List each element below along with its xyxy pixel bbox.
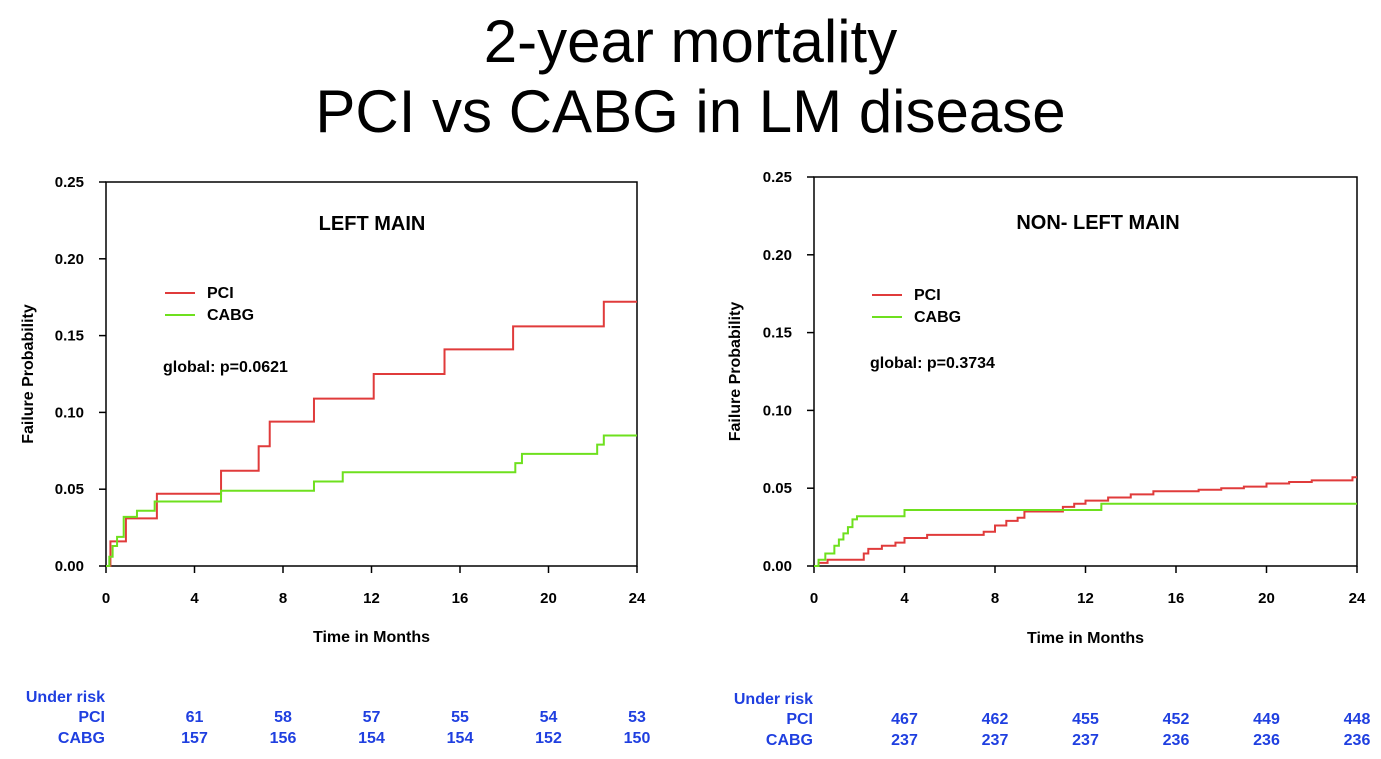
x-axis-label: Time in Months [1027, 630, 1144, 647]
y-tick-label: 0.25 [763, 169, 792, 186]
at-risk-value: 57 [363, 709, 381, 726]
series-line-cabg [814, 502, 1357, 567]
x-tick-label: 4 [190, 590, 199, 607]
at-risk-value: 452 [1163, 711, 1190, 728]
x-tick-label: 16 [1168, 590, 1185, 607]
y-axis-label: Failure Probability [20, 304, 37, 444]
at-risk-value: 236 [1253, 732, 1280, 749]
legend-label: CABG [914, 309, 961, 326]
at-risk-value: 236 [1344, 732, 1371, 749]
y-tick-label: 0.25 [55, 174, 84, 191]
y-tick-label: 0.15 [763, 325, 792, 342]
series-line-pci [106, 300, 637, 567]
at-risk-value: 154 [447, 730, 474, 747]
panel-title: NON- LEFT MAIN [1016, 212, 1179, 234]
x-tick-label: 4 [900, 590, 909, 607]
p-value-annotation: global: p=0.0621 [163, 359, 288, 376]
y-tick-label: 0.10 [763, 402, 792, 419]
x-tick-label: 12 [363, 590, 380, 607]
x-tick-label: 20 [1258, 590, 1275, 607]
y-tick-label: 0.00 [763, 558, 792, 575]
x-tick-label: 0 [102, 590, 110, 607]
at-risk-value: 236 [1163, 732, 1190, 749]
at-risk-header: Under risk [734, 691, 813, 708]
y-tick-label: 0.05 [55, 481, 84, 498]
x-axis-label: Time in Months [313, 629, 430, 646]
p-value-annotation: global: p=0.3734 [870, 355, 995, 372]
x-tick-label: 24 [629, 590, 646, 607]
at-risk-value: 237 [891, 732, 918, 749]
y-tick-label: 0.20 [763, 247, 792, 264]
legend-label: CABG [207, 307, 254, 324]
at-risk-value: 467 [891, 711, 918, 728]
y-tick-label: 0.10 [55, 404, 84, 421]
x-tick-label: 0 [810, 590, 818, 607]
legend-label: PCI [207, 285, 234, 302]
at-risk-value: 157 [181, 730, 208, 747]
y-tick-label: 0.15 [55, 328, 84, 345]
panel-title: LEFT MAIN [319, 213, 426, 235]
legend-label: PCI [914, 287, 941, 304]
x-tick-label: 12 [1077, 590, 1094, 607]
at-risk-value: 462 [982, 711, 1009, 728]
y-tick-label: 0.00 [55, 558, 84, 575]
series-line-cabg [106, 434, 637, 567]
at-risk-value: 237 [1072, 732, 1099, 749]
at-risk-value: 152 [535, 730, 562, 747]
x-tick-label: 16 [452, 590, 469, 607]
series-line-pci [814, 476, 1357, 567]
slide-title-line-1: 2-year mortality [483, 8, 898, 75]
at-risk-value: 150 [624, 730, 651, 747]
x-tick-label: 8 [991, 590, 999, 607]
at-risk-value: 156 [270, 730, 297, 747]
at-risk-value: 448 [1344, 711, 1371, 728]
y-tick-label: 0.20 [55, 251, 84, 268]
at-risk-value: 449 [1253, 711, 1280, 728]
at-risk-value: 58 [274, 709, 292, 726]
x-tick-label: 24 [1349, 590, 1366, 607]
at-risk-value: 54 [540, 709, 558, 726]
at-risk-value: 61 [186, 709, 204, 726]
at-risk-value: 237 [982, 732, 1009, 749]
at-risk-row-label: CABG [58, 730, 105, 747]
slide-title-line-2: PCI vs CABG in LM disease [315, 78, 1066, 145]
at-risk-header: Under risk [26, 689, 105, 706]
at-risk-row-label: PCI [786, 711, 813, 728]
x-tick-label: 8 [279, 590, 287, 607]
y-tick-label: 0.05 [763, 480, 792, 497]
y-axis-label: Failure Probability [727, 302, 744, 442]
at-risk-value: 53 [628, 709, 646, 726]
x-tick-label: 20 [540, 590, 557, 607]
at-risk-row-label: PCI [78, 709, 105, 726]
at-risk-row-label: CABG [766, 732, 813, 749]
at-risk-value: 55 [451, 709, 469, 726]
at-risk-value: 154 [358, 730, 385, 747]
at-risk-value: 455 [1072, 711, 1099, 728]
